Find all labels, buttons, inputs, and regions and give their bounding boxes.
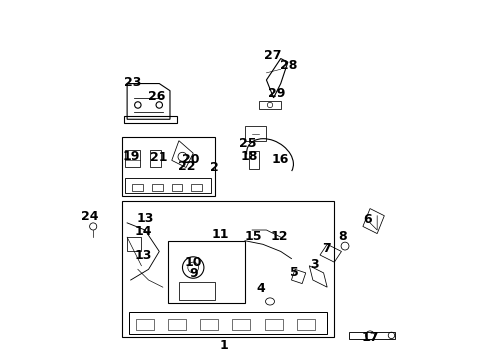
Text: 25: 25 [239, 137, 257, 150]
Text: 10: 10 [184, 256, 202, 269]
Bar [232, 319, 250, 330]
Text: 16: 16 [271, 153, 289, 166]
Text: 27: 27 [264, 49, 282, 62]
Text: 24: 24 [81, 210, 98, 223]
Bar [127, 237, 142, 251]
Bar [132, 184, 143, 191]
Text: 26: 26 [148, 90, 166, 103]
Bar [136, 319, 154, 330]
Text: 15: 15 [244, 230, 262, 243]
Text: 14: 14 [134, 225, 152, 238]
Text: 22: 22 [178, 160, 196, 173]
Bar [172, 184, 182, 191]
Text: 13: 13 [134, 249, 152, 262]
Bar [200, 319, 218, 330]
Text: 1: 1 [219, 339, 228, 352]
Text: 13: 13 [137, 212, 154, 225]
Text: 11: 11 [212, 228, 229, 241]
Text: 6: 6 [363, 213, 371, 226]
Bar [265, 319, 283, 330]
Text: 7: 7 [322, 242, 330, 255]
Bar [152, 184, 163, 191]
Text: 28: 28 [279, 59, 297, 72]
Bar [122, 137, 215, 196]
Bar [297, 319, 315, 330]
Text: 21: 21 [150, 151, 167, 164]
Bar [245, 126, 267, 141]
Text: 17: 17 [361, 332, 379, 345]
Text: 19: 19 [122, 150, 140, 163]
Text: 29: 29 [269, 87, 286, 100]
Bar [122, 202, 334, 337]
Text: 9: 9 [189, 267, 197, 280]
Text: 12: 12 [271, 230, 289, 243]
Text: 3: 3 [310, 258, 319, 271]
Text: 2: 2 [210, 161, 219, 174]
Bar [192, 184, 202, 191]
Text: 20: 20 [182, 153, 199, 166]
Text: 8: 8 [338, 230, 346, 243]
Bar [168, 319, 186, 330]
Text: 23: 23 [124, 76, 141, 89]
Text: 18: 18 [241, 149, 258, 163]
Text: 4: 4 [257, 282, 266, 295]
Bar [168, 241, 245, 303]
Text: 5: 5 [290, 266, 299, 279]
